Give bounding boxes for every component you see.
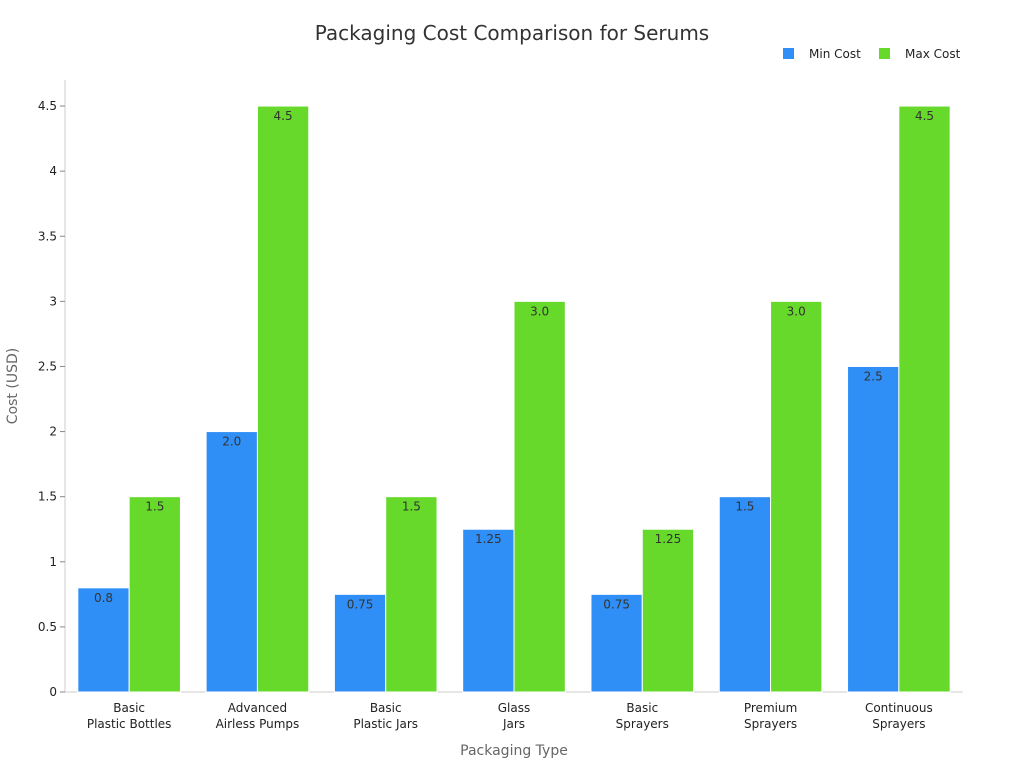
x-tick-label: Basic	[113, 701, 145, 715]
x-tick-label: Sprayers	[616, 717, 669, 731]
bar-min-cost	[718, 496, 772, 693]
bar-max-cost	[641, 528, 695, 693]
data-label: 4.5	[274, 109, 293, 123]
data-label: 1.5	[735, 500, 754, 514]
data-label: 1.25	[475, 532, 502, 546]
y-tick-label: 4	[49, 164, 57, 178]
data-label: 2.5	[864, 369, 883, 383]
bar-max-cost	[898, 105, 951, 693]
x-tick-label: Basic	[626, 701, 658, 715]
data-label: 4.5	[915, 109, 934, 123]
bars	[77, 105, 951, 693]
y-axis: 0 0.5 1 1.5 2 2.5 3 3.5 4 4.5	[38, 80, 66, 699]
x-tick-label: Glass	[498, 701, 531, 715]
x-tick-label: Plastic Jars	[353, 717, 418, 731]
data-label: 0.8	[94, 591, 113, 605]
bar-min-cost	[205, 431, 258, 693]
legend-label: Max Cost	[905, 47, 961, 61]
y-tick-label: 3.5	[38, 229, 57, 243]
y-tick-label: 0.5	[38, 620, 57, 634]
x-tick-label: Advanced	[228, 701, 287, 715]
data-labels: 0.8 1.5 2.0 4.5 0.75 1.5 1.25 3.0 0.75 1.25 1.5 3.0…	[94, 109, 934, 611]
legend-swatch	[783, 48, 794, 59]
data-label: 2.0	[222, 435, 241, 449]
legend: Min Cost Max Cost	[783, 47, 961, 61]
legend-label: Min Cost	[809, 47, 861, 61]
x-axis: Basic Plastic Bottles Advanced Airless Pump…	[65, 691, 963, 731]
y-tick-label: 1.5	[38, 490, 57, 504]
bar-min-cost	[333, 593, 387, 693]
y-axis-title: Cost (USD)	[5, 348, 21, 424]
x-tick-label: Premium	[744, 701, 797, 715]
bar-min-cost	[462, 528, 515, 693]
bar-max-cost	[385, 496, 438, 693]
y-tick-label: 2	[49, 425, 57, 439]
bar-max-cost	[256, 105, 310, 693]
data-label: 1.5	[145, 500, 164, 514]
legend-swatch	[879, 48, 890, 59]
x-tick-label: Plastic Bottles	[87, 717, 172, 731]
x-tick-label: Jars	[502, 717, 525, 731]
bar-max-cost	[513, 300, 566, 693]
data-label: 1.5	[402, 500, 421, 514]
x-axis-title: Packaging Type	[460, 743, 568, 759]
data-label: 3.0	[530, 304, 549, 318]
bar-min-cost	[847, 365, 900, 693]
y-tick-label: 3	[49, 294, 57, 308]
x-tick-label: Airless Pumps	[216, 717, 300, 731]
y-tick-label: 2.5	[38, 359, 57, 373]
y-tick-label: 0	[49, 685, 57, 699]
bar-min-cost	[590, 593, 643, 693]
data-label: 1.25	[655, 532, 682, 546]
x-tick-label: Sprayers	[872, 717, 925, 731]
data-label: 0.75	[347, 597, 374, 611]
bar-min-cost	[77, 587, 130, 693]
x-tick-label: Basic	[370, 701, 402, 715]
y-tick-label: 1	[49, 555, 57, 569]
bar-max-cost	[128, 496, 181, 693]
bar-max-cost	[770, 300, 823, 693]
x-tick-label: Sprayers	[744, 717, 797, 731]
chart-title: Packaging Cost Comparison for Serums	[315, 21, 709, 45]
data-label: 0.75	[603, 597, 630, 611]
x-tick-label: Continuous	[865, 701, 933, 715]
y-tick-label: 4.5	[38, 99, 57, 113]
data-label: 3.0	[787, 304, 806, 318]
